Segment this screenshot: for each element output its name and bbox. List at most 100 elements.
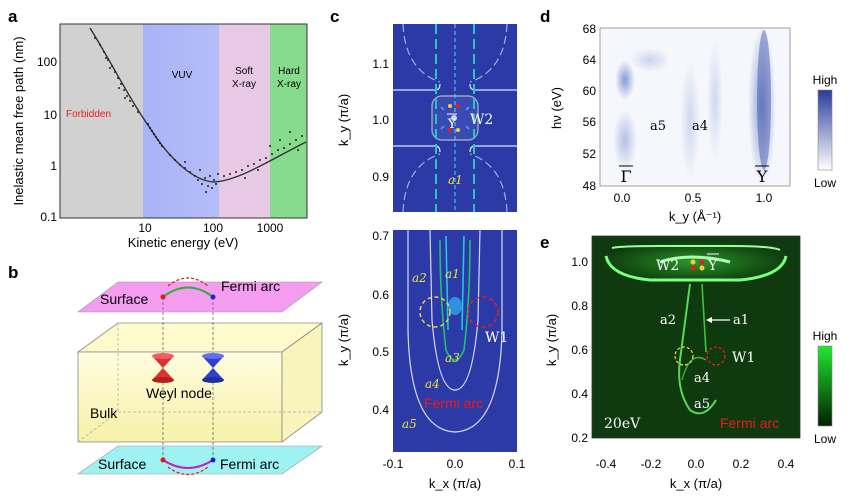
region-hard-xray	[270, 24, 307, 218]
region-hard-label-2: X-ray	[277, 79, 301, 90]
weyl-node-blue-icon	[202, 353, 224, 383]
y-tick-label: 0.6	[372, 288, 389, 302]
weyl-node-red-icon	[152, 353, 174, 383]
panel-e-fermi-arc-label: Fermi arc	[720, 415, 779, 431]
panel-c-a5-label: a5	[402, 417, 417, 431]
top-surface-label: Surface	[100, 291, 148, 307]
x-tick-label: 0.0	[688, 457, 705, 471]
bulk-top-face	[76, 322, 324, 353]
universal-curve	[89, 27, 307, 183]
bottom-surface-plane	[77, 445, 323, 475]
x-tick-label: 10	[138, 221, 152, 235]
region-hard-label-1: Hard	[278, 66, 300, 77]
panel-a-x-ticks: 10 100 1000	[138, 221, 283, 235]
region-vuv	[143, 24, 219, 218]
x-tick-label: 0.0	[447, 457, 464, 471]
panel-d-intensity	[613, 26, 776, 186]
panel-e-energy-label: 20eV	[604, 416, 641, 432]
panel-d-a5-label: a5	[650, 119, 666, 134]
panel-d-gamma-label: Γ	[620, 167, 631, 186]
panel-d-a4-label: a4	[692, 119, 708, 134]
y-tick-label: 0.4	[372, 403, 389, 417]
y-tick-label: 1.1	[372, 57, 389, 71]
panel-a-y-ticks: 100 10 1 0.1	[37, 55, 57, 224]
panel-c-top-y-ticks: 1.1 1.0 0.9	[372, 57, 389, 184]
y-tick-label: 48	[583, 179, 597, 193]
panel-c-top-ybar-label: Y	[447, 117, 457, 132]
y-tick-label: 56	[583, 115, 597, 129]
panel-a-label: a	[8, 7, 18, 26]
y-tick-label: 0.8	[571, 299, 588, 313]
panel-c-top-a1-label: a1	[448, 173, 463, 187]
top-fermi-arc-label: Fermi arc	[221, 278, 280, 294]
y-tick-label: 52	[583, 147, 597, 161]
panel-c-a4-label: a4	[425, 377, 440, 391]
panel-c-top-ylabel: k_y (π/a)	[336, 94, 351, 146]
y-tick-label: 0.6	[571, 343, 588, 357]
region-soft-label-2: X-ray	[232, 79, 256, 90]
panel-a-xlabel: Kinetic energy (eV)	[128, 235, 239, 250]
y-tick-label: 10	[44, 108, 58, 122]
panel-d-colorbar	[817, 89, 833, 171]
panel-c-a3-label: a3	[445, 351, 460, 365]
x-tick-label: 0.0	[614, 191, 631, 205]
y-tick-label: 68	[583, 22, 597, 36]
top-fermi-arc	[162, 286, 214, 298]
bottom-fermi-arc-label: Fermi arc	[220, 456, 279, 472]
top-arc-arrows	[167, 277, 209, 287]
bulk-label: Bulk	[90, 405, 118, 421]
region-forbidden	[60, 24, 143, 218]
panel-e-ylabel: k_y (π/a)	[544, 314, 559, 366]
x-tick-label: 1000	[257, 221, 284, 235]
panel-c-a2-label: a2	[412, 271, 427, 285]
y-tick-label: 1	[50, 159, 57, 173]
panel-c: c 1.1 1.0 0.9 k_y (π/a) Y W2 a1	[330, 7, 526, 491]
region-forbidden-label: Forbidden	[66, 109, 111, 120]
panel-d-colorbar-high: High	[813, 73, 838, 87]
panel-d-y-ticks: 68 64 60 56 52 48	[583, 22, 597, 193]
x-tick-label: 0.5	[685, 191, 702, 205]
panel-d-x-ticks: 0.0 0.5 1.0	[614, 191, 773, 205]
bottom-surface-label: Surface	[98, 456, 146, 472]
y-tick-label: 100	[37, 55, 57, 69]
panel-a-ylabel: Inelastic mean free path (nm)	[11, 36, 26, 205]
panel-d: d 68 64 60 56 52 48 0.0 0.5 1.0 hν (eV) …	[540, 7, 837, 224]
panel-d-ylabel: hν (eV)	[549, 87, 564, 129]
x-tick-label: 0.4	[778, 457, 795, 471]
panel-e-xlabel: k_x (π/a)	[670, 476, 722, 491]
panel-a: a 100 10 1 0.1 10	[8, 7, 308, 250]
region-soft-label-1: Soft	[235, 66, 253, 77]
panel-c-bottom-plot	[393, 230, 517, 452]
y-tick-label: 0.2	[571, 431, 588, 445]
y-tick-label: 64	[583, 53, 597, 67]
panel-e-a2-label: a2	[660, 313, 676, 328]
region-soft-xray	[219, 24, 270, 218]
panel-c-label: c	[330, 7, 339, 26]
panel-e-label: e	[540, 233, 549, 252]
y-tick-label: 0.1	[40, 210, 57, 224]
x-tick-label: 0.1	[509, 457, 526, 471]
panel-c-bottom-x-ticks: -0.1 0.0 0.1	[383, 457, 526, 471]
panel-c-bottom: 0.7 0.6 0.5 0.4 -0.1 0.0 0.1 k_y (π/a) k…	[336, 229, 526, 491]
bottom-arc-arrows	[167, 466, 209, 476]
weyl-node-label: Weyl node	[146, 385, 212, 401]
bulk-side-face	[281, 322, 323, 443]
panel-e-a1-label: a1	[733, 313, 749, 328]
panel-e-colorbar	[817, 345, 833, 427]
x-tick-label: 100	[203, 221, 223, 235]
panel-e-a5-label: a5	[694, 397, 710, 412]
y-tick-label: 0.5	[372, 345, 389, 359]
x-tick-label: -0.2	[641, 457, 662, 471]
panel-d-colorbar-low: Low	[814, 176, 836, 190]
panel-e-y-ticks: 1.0 0.8 0.6 0.4 0.2	[571, 255, 588, 445]
arrow-head-icon	[706, 317, 712, 323]
panel-c-bottom-ylabel: k_y (π/a)	[336, 314, 351, 366]
panel-e: e 1.0 0.8 0.6 0.4 0.2 -0.4 -0.2 0.0	[540, 233, 837, 491]
panel-b-label: b	[8, 263, 18, 282]
x-tick-label: 0.2	[733, 457, 750, 471]
panel-e-x-ticks: -0.4 -0.2 0.0 0.2 0.4	[596, 457, 795, 471]
panel-c-top: 1.1 1.0 0.9 k_y (π/a) Y W2 a1	[336, 23, 517, 213]
panel-c-top-w2-label: W2	[470, 112, 493, 128]
panel-e-w1-label: W1	[732, 350, 755, 366]
